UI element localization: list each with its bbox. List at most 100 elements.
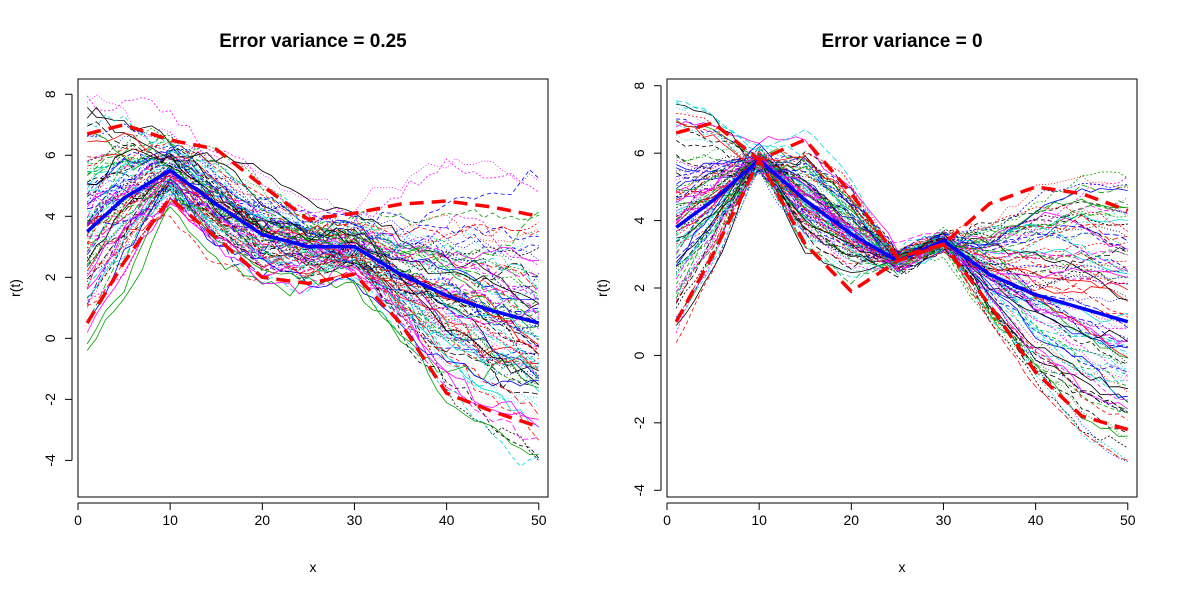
sample-curve <box>86 170 539 370</box>
sample-curve <box>87 123 540 341</box>
y-tick-label: 4 <box>42 212 58 220</box>
sample-curve <box>675 159 1128 379</box>
sample-curve <box>676 120 1128 358</box>
sample-curve <box>86 178 540 379</box>
x-tick-label: 40 <box>439 512 455 528</box>
y-tick-label: 6 <box>631 149 647 157</box>
right-chart-title: Error variance = 0 <box>821 31 982 52</box>
sample-curve <box>87 148 539 374</box>
sample-curve <box>86 106 540 304</box>
sample-curve <box>676 159 1129 378</box>
sample-curve <box>86 151 539 241</box>
y-tick-label: 4 <box>631 216 647 224</box>
x-tick-label: 50 <box>531 512 547 528</box>
sample-curve <box>87 153 540 441</box>
sample-curve <box>86 170 540 324</box>
sample-curve <box>86 178 539 278</box>
right-mean-line <box>675 158 1129 324</box>
sample-curve <box>676 163 1128 276</box>
x-tick-label: 0 <box>74 512 82 528</box>
sample-curve <box>86 178 539 387</box>
sample-curve <box>86 156 540 292</box>
right-y-axis-label: r(t) <box>594 279 610 297</box>
left-chart-title: Error variance = 0.25 <box>219 31 407 52</box>
sample-curve <box>86 198 539 333</box>
sample-curve <box>87 202 539 440</box>
right-plot-area <box>674 100 1129 463</box>
left-plot-area <box>85 94 540 467</box>
sample-curve <box>86 196 539 365</box>
sample-curve <box>86 167 540 366</box>
sample-curve <box>87 137 540 392</box>
sample-curve <box>86 177 540 416</box>
sample-curve <box>87 127 539 277</box>
sample-curve <box>86 148 540 227</box>
y-tick-label: 2 <box>631 284 647 292</box>
sample-curve <box>675 146 1128 376</box>
right-panel: Error variance = 0 x r(t) 0 10 20 30 40 50-4-… <box>594 31 1138 575</box>
sample-curve <box>86 152 539 348</box>
sample-curve <box>87 149 540 356</box>
sample-curve <box>675 167 1128 280</box>
y-tick-label: -2 <box>631 416 647 429</box>
sample-curve <box>86 157 540 291</box>
sample-curve <box>87 178 539 467</box>
x-tick-label: 20 <box>255 512 271 528</box>
y-tick-label: -4 <box>631 484 647 497</box>
sample-curve <box>676 171 1129 393</box>
sample-curve <box>86 184 540 364</box>
sample-curve <box>676 124 1129 461</box>
left-plot-frame <box>77 78 549 498</box>
y-tick-label: 0 <box>631 351 647 359</box>
x-tick-label: 0 <box>663 512 671 528</box>
sample-curve <box>86 147 539 231</box>
sample-curve <box>86 144 539 256</box>
left-sample-curves <box>86 94 540 467</box>
sample-curve <box>86 187 539 385</box>
sample-curve <box>87 141 540 307</box>
x-tick-label: 50 <box>1120 512 1136 528</box>
sample-curve <box>87 145 540 261</box>
sample-curve <box>676 155 1128 373</box>
sample-curve <box>86 148 539 254</box>
y-tick-label: -2 <box>42 393 58 406</box>
sample-curve <box>676 147 1128 330</box>
sample-curve <box>86 172 539 350</box>
left-y-axis-label: r(t) <box>7 279 23 297</box>
y-tick-label: -4 <box>42 454 58 467</box>
sample-curve <box>676 168 1128 411</box>
sample-curve <box>86 151 540 267</box>
y-tick-label: 0 <box>42 334 58 342</box>
sample-curve <box>86 185 539 395</box>
sample-curve <box>87 153 540 316</box>
sample-curve <box>675 134 1128 355</box>
sample-curve <box>87 188 540 387</box>
x-tick-label: 40 <box>1028 512 1044 528</box>
right-x-axis-label: x <box>899 559 906 575</box>
x-tick-label: 30 <box>936 512 952 528</box>
y-tick-label: 6 <box>42 151 58 159</box>
sample-curve <box>86 172 539 330</box>
left-panel: Error variance = 0.25 x r(t) 0 10 20 30 40 50… <box>7 31 549 575</box>
sample-curve <box>87 182 540 459</box>
sample-curve <box>87 146 540 261</box>
sample-curve <box>675 155 1128 364</box>
sample-curve <box>86 153 540 282</box>
left-upper-band-line <box>86 123 540 222</box>
sample-curve <box>675 162 1129 334</box>
sample-curve <box>86 177 539 370</box>
sample-curve <box>675 158 1128 414</box>
right-lower-band-line <box>674 158 1129 432</box>
sample-curve <box>675 157 1128 330</box>
sample-curve <box>675 101 1128 273</box>
sample-curve <box>676 148 1129 259</box>
x-tick-label: 20 <box>844 512 860 528</box>
sample-curve <box>86 197 539 336</box>
sample-curve <box>86 182 539 354</box>
right-plot-frame <box>666 78 1138 498</box>
sample-curve <box>676 159 1128 263</box>
y-tick-label: 2 <box>42 273 58 281</box>
right-sample-curves <box>675 100 1129 463</box>
sample-curve <box>86 197 539 456</box>
